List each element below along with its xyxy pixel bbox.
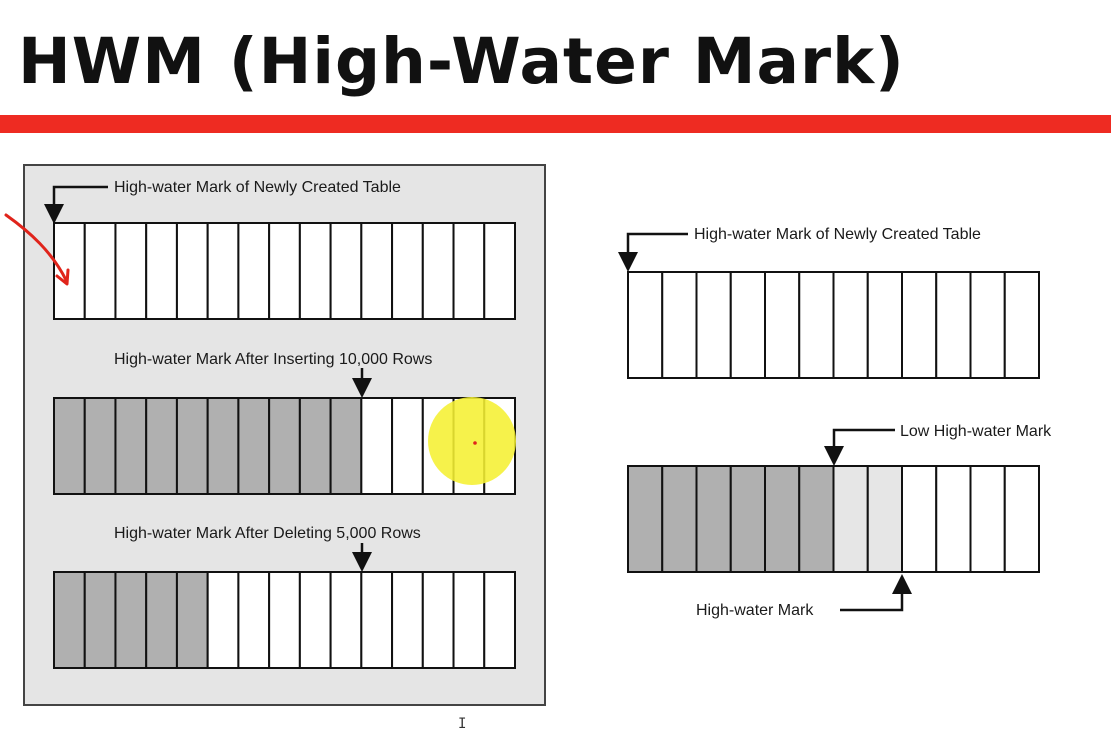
table-block-empty xyxy=(729,271,766,379)
table-block-empty xyxy=(298,571,332,669)
table-block-empty xyxy=(901,271,938,379)
table-block-empty xyxy=(360,571,394,669)
table-block-empty xyxy=(901,465,938,573)
title-underline-bar xyxy=(0,115,1111,133)
table-block-used xyxy=(175,571,209,669)
table-block-used xyxy=(298,397,332,495)
block-row xyxy=(53,571,516,669)
table-block-used xyxy=(764,465,801,573)
table-block-used xyxy=(206,397,240,495)
text-cursor-icon: I xyxy=(458,716,467,732)
table-block-empty xyxy=(832,271,869,379)
table-block-empty xyxy=(452,222,486,320)
table-block-used xyxy=(729,465,766,573)
table-block-empty xyxy=(969,465,1006,573)
block-row xyxy=(53,222,516,320)
table-block-used xyxy=(268,397,301,495)
table-block-used xyxy=(114,571,148,669)
table-block-used xyxy=(798,465,835,573)
annotation-pen-stroke xyxy=(4,213,68,282)
caption-newly-created: High-water Mark of Newly Created Table xyxy=(114,179,401,196)
table-block-empty xyxy=(483,222,516,320)
table-block-used xyxy=(661,465,698,573)
caption-right-newly-created: High-water Mark of Newly Created Table xyxy=(694,226,981,243)
table-block-empty xyxy=(764,271,801,379)
table-block-empty xyxy=(175,222,209,320)
table-block-empty xyxy=(421,571,455,669)
table-block-empty xyxy=(329,571,363,669)
table-block-used xyxy=(53,571,86,669)
table-block-empty xyxy=(391,571,424,669)
table-block-empty xyxy=(360,222,394,320)
table-block-empty xyxy=(391,222,424,320)
table-block-empty xyxy=(935,271,972,379)
table-block-empty xyxy=(206,222,240,320)
table-block-freed xyxy=(866,465,903,573)
table-block-empty xyxy=(935,465,972,573)
table-block-used xyxy=(53,397,86,495)
table-block-empty xyxy=(114,222,148,320)
table-block-empty xyxy=(421,222,455,320)
table-block-used xyxy=(695,465,732,573)
table-block-used xyxy=(145,397,178,495)
table-block-used xyxy=(329,397,363,495)
table-block-empty xyxy=(798,271,835,379)
table-block-used xyxy=(83,571,117,669)
table-block-empty xyxy=(866,271,903,379)
table-block-empty xyxy=(661,271,698,379)
table-block-empty xyxy=(360,397,394,495)
highlight-cursor-circle xyxy=(428,397,516,485)
table-block-empty xyxy=(329,222,363,320)
caption-after-delete: High-water Mark After Deleting 5,000 Row… xyxy=(114,525,421,542)
table-block-empty xyxy=(83,222,117,320)
table-block-used xyxy=(627,465,664,573)
table-block-empty xyxy=(452,571,486,669)
hwm-arrow-right-new-table xyxy=(618,232,688,272)
table-block-empty xyxy=(969,271,1006,379)
low-hwm-label: Low High-water Mark xyxy=(900,423,1052,440)
hwm-arrow-right xyxy=(840,574,912,612)
block-row xyxy=(627,271,1040,379)
table-block-empty xyxy=(237,222,271,320)
caption-after-insert: High-water Mark After Inserting 10,000 R… xyxy=(114,351,432,368)
right-row-after-delete: Low High-water Mark High-water Mark xyxy=(627,423,1052,619)
table-block-empty xyxy=(627,271,664,379)
highlight-cursor-dot xyxy=(473,441,477,445)
left-row-newly-created: High-water Mark of Newly Created Table xyxy=(44,179,516,320)
table-block-empty xyxy=(483,571,516,669)
hwm-arrow-new-table xyxy=(44,185,108,224)
block-row xyxy=(627,465,1040,573)
table-block-empty xyxy=(695,271,732,379)
slide-title: HWM (High-Water Mark) xyxy=(18,25,905,98)
annotation-pen-arrowhead xyxy=(55,268,70,286)
left-row-after-delete: High-water Mark After Deleting 5,000 Row… xyxy=(53,525,516,669)
table-block-empty xyxy=(268,571,301,669)
left-row-after-insert: High-water Mark After Inserting 10,000 R… xyxy=(53,351,516,495)
table-block-empty xyxy=(268,222,301,320)
low-hwm-arrow xyxy=(824,428,895,466)
table-block-empty xyxy=(145,222,178,320)
table-block-empty xyxy=(391,397,424,495)
table-block-used xyxy=(83,397,117,495)
table-block-freed xyxy=(832,465,869,573)
table-block-empty xyxy=(1003,271,1040,379)
hwm-label: High-water Mark xyxy=(696,602,814,619)
table-block-empty xyxy=(206,571,240,669)
table-block-empty xyxy=(1003,465,1040,573)
right-row-newly-created: High-water Mark of Newly Created Table xyxy=(618,226,1040,379)
table-block-used xyxy=(114,397,148,495)
table-block-empty xyxy=(298,222,332,320)
table-block-used xyxy=(237,397,271,495)
table-block-used xyxy=(145,571,178,669)
table-block-used xyxy=(175,397,209,495)
table-block-empty xyxy=(237,571,271,669)
